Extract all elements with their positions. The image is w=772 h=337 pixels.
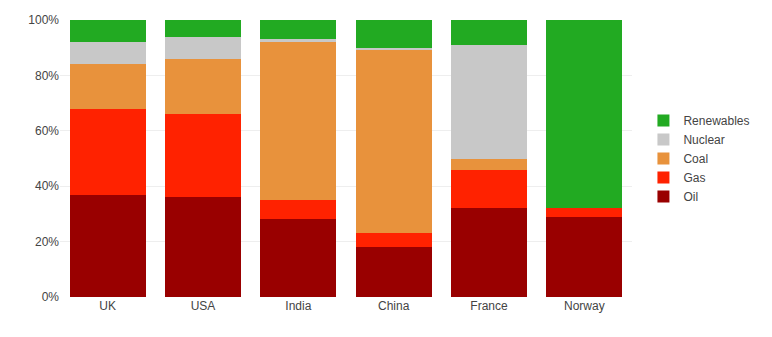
svg-text:France: France bbox=[470, 299, 508, 313]
svg-text:40%: 40% bbox=[35, 179, 59, 193]
svg-text:Norway: Norway bbox=[564, 299, 605, 313]
svg-text:Nuclear: Nuclear bbox=[683, 133, 724, 147]
svg-text:China: China bbox=[378, 299, 410, 313]
svg-text:UK: UK bbox=[99, 299, 116, 313]
svg-text:60%: 60% bbox=[35, 124, 59, 138]
svg-text:0%: 0% bbox=[42, 290, 60, 304]
svg-text:India: India bbox=[285, 299, 311, 313]
svg-text:USA: USA bbox=[191, 299, 216, 313]
svg-text:Renewables: Renewables bbox=[683, 114, 749, 128]
svg-text:Gas: Gas bbox=[683, 171, 705, 185]
svg-text:100%: 100% bbox=[28, 13, 59, 27]
svg-text:80%: 80% bbox=[35, 69, 59, 83]
svg-text:Coal: Coal bbox=[683, 152, 708, 166]
svg-text:20%: 20% bbox=[35, 235, 59, 249]
svg-text:Oil: Oil bbox=[683, 190, 698, 204]
